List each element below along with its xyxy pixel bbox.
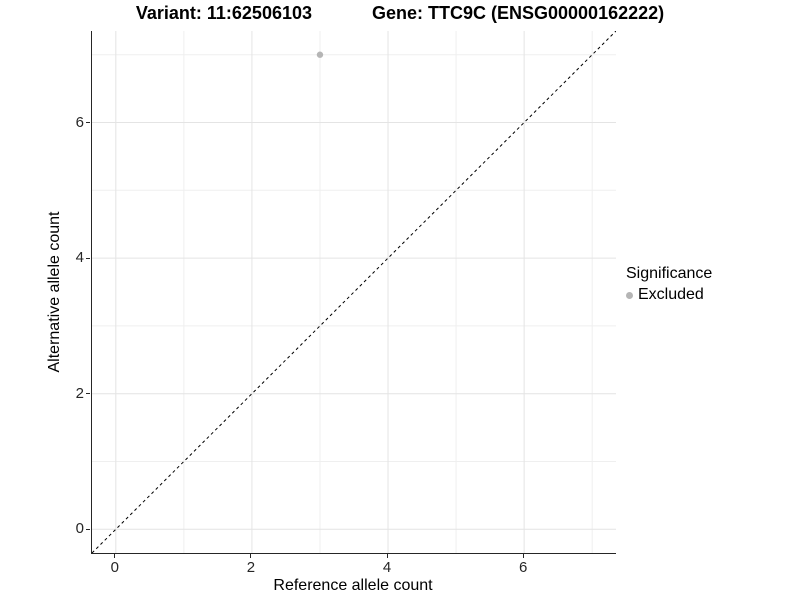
plot-canvas <box>92 31 616 553</box>
y-tick-mark <box>86 122 90 124</box>
y-tick-label: 0 <box>75 520 84 538</box>
plot-title-variant: Variant: 11:62506103 <box>135 3 312 23</box>
plot-title: Variant: 11:62506103 Gene: TTC9C (ENSG00… <box>0 3 800 24</box>
x-tick-label: 2 <box>246 559 256 576</box>
x-tick-mark <box>114 554 116 558</box>
legend-items: Excluded <box>626 286 712 304</box>
identity-dashed-line <box>92 31 616 553</box>
x-tick-label: 0 <box>110 559 119 576</box>
y-tick-mark <box>86 257 90 259</box>
legend-key-dot-icon <box>626 291 633 299</box>
data-point-excluded <box>316 51 324 58</box>
x-axis-title: Reference allele count <box>273 577 433 594</box>
x-tick-label: 6 <box>518 559 528 576</box>
x-tick-mark <box>522 554 524 558</box>
y-tick-label: 4 <box>75 249 84 267</box>
y-tick-label: 6 <box>75 113 84 131</box>
legend: Significance Excluded <box>626 265 712 304</box>
x-tick-mark <box>250 554 252 558</box>
y-axis-title: Alternative allele count <box>46 211 63 373</box>
plot-panel <box>91 31 616 554</box>
y-tick-label: 2 <box>75 384 84 402</box>
plot-title-gene: Gene: TTC9C (ENSG00000162222) <box>372 3 665 23</box>
y-tick-mark <box>86 528 90 530</box>
x-tick-mark <box>386 554 388 558</box>
x-tick-label: 4 <box>382 559 392 576</box>
legend-item-label: Excluded <box>638 286 704 303</box>
legend-item-excluded: Excluded <box>626 286 712 304</box>
legend-title: Significance <box>626 265 713 282</box>
y-tick-mark <box>86 393 90 395</box>
